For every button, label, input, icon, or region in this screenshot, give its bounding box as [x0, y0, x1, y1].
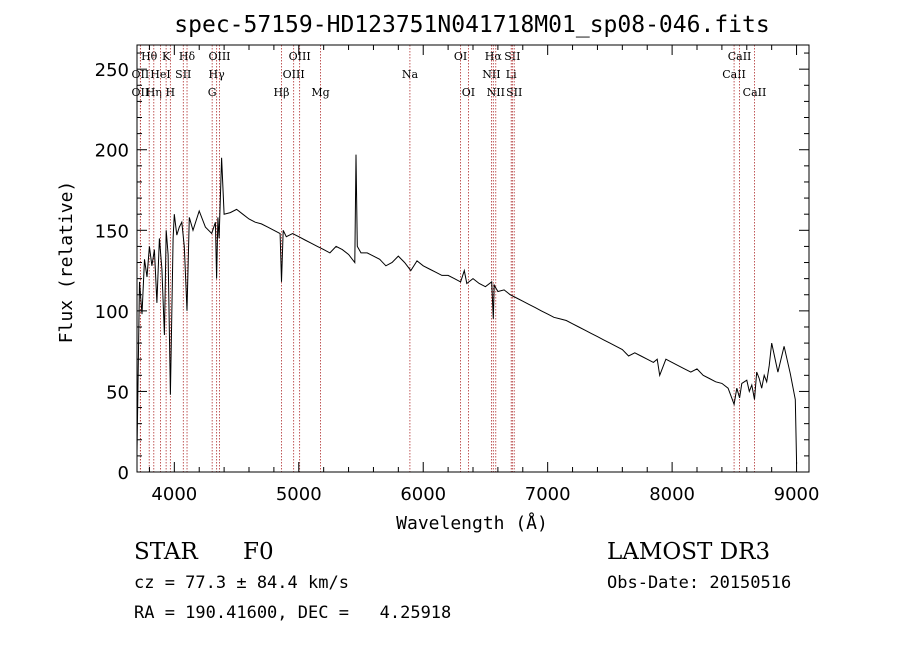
y-tick-label: 100: [95, 302, 129, 323]
y-tick-label: 250: [95, 60, 129, 81]
marker-label: CaII: [728, 50, 752, 63]
marker-label: CaII: [743, 86, 767, 99]
marker-label: OII: [132, 68, 150, 81]
marker-label: SII: [175, 68, 191, 81]
marker-label: G: [208, 86, 217, 99]
marker-label: Mg: [311, 86, 329, 99]
y-axis-label: Flux (relative): [56, 181, 77, 344]
marker-label: Hβ: [274, 86, 290, 99]
marker-label: OII: [132, 86, 150, 99]
coordinates: RA = 190.41600, DEC = 4.25918: [134, 603, 452, 623]
x-axis-label: Wavelength (Å): [396, 512, 548, 534]
obs-date: Obs-Date: 20150516: [607, 573, 792, 593]
marker-label: K: [162, 50, 171, 63]
line-markers: OII OII Hθ Hη HeI K H SII Hδ G Hγ OIII Hβ OIII OIII Mg N…: [132, 45, 767, 472]
marker-label: OI: [454, 50, 467, 63]
marker-label: NII: [487, 86, 505, 99]
marker-label: HeI: [150, 68, 170, 81]
chart-title: spec-57159-HD123751N041718M01_sp08-046.f…: [174, 12, 769, 38]
x-tick-label: 4000: [151, 484, 197, 505]
redshift-info: cz = 77.3 ± 84.4 km/s: [134, 573, 349, 593]
object-subclass: F0: [243, 539, 274, 565]
marker-label: H: [166, 86, 176, 99]
survey-name: LAMOST DR3: [607, 539, 771, 565]
object-class: STAR: [134, 539, 198, 565]
marker-label: SII: [506, 86, 522, 99]
marker-label: Hη: [146, 86, 162, 99]
x-tick-label: 6000: [400, 484, 446, 505]
x-tick-label: 8000: [649, 484, 695, 505]
marker-label: Hθ: [141, 50, 158, 63]
marker-label: Hα: [485, 50, 503, 63]
spectrum-line: [136, 154, 798, 464]
marker-label: OIII: [283, 68, 305, 81]
y-tick-label: 200: [95, 141, 129, 162]
marker-label: Na: [402, 68, 419, 81]
x-tick-label: 9000: [774, 484, 820, 505]
y-tick-label: 150: [95, 221, 129, 242]
marker-label: CaII: [722, 68, 746, 81]
marker-label: OIII: [289, 50, 311, 63]
x-axis: 4000 5000 6000 7000 8000 9000: [148, 45, 820, 505]
marker-label: SII: [504, 50, 520, 63]
marker-label: Hδ: [179, 50, 196, 63]
marker-label: Li: [506, 68, 517, 81]
x-tick-label: 5000: [276, 484, 322, 505]
y-tick-label: 50: [106, 382, 129, 403]
x-tick-label: 7000: [525, 484, 571, 505]
marker-label: NII: [482, 68, 500, 81]
y-tick-label: 0: [118, 463, 129, 484]
marker-label: Hγ: [209, 68, 226, 81]
plot-frame: [136, 44, 810, 473]
marker-label: OI: [462, 86, 475, 99]
marker-label: OIII: [208, 50, 230, 63]
y-axis: 0 50 100 150 200 250: [95, 52, 809, 484]
